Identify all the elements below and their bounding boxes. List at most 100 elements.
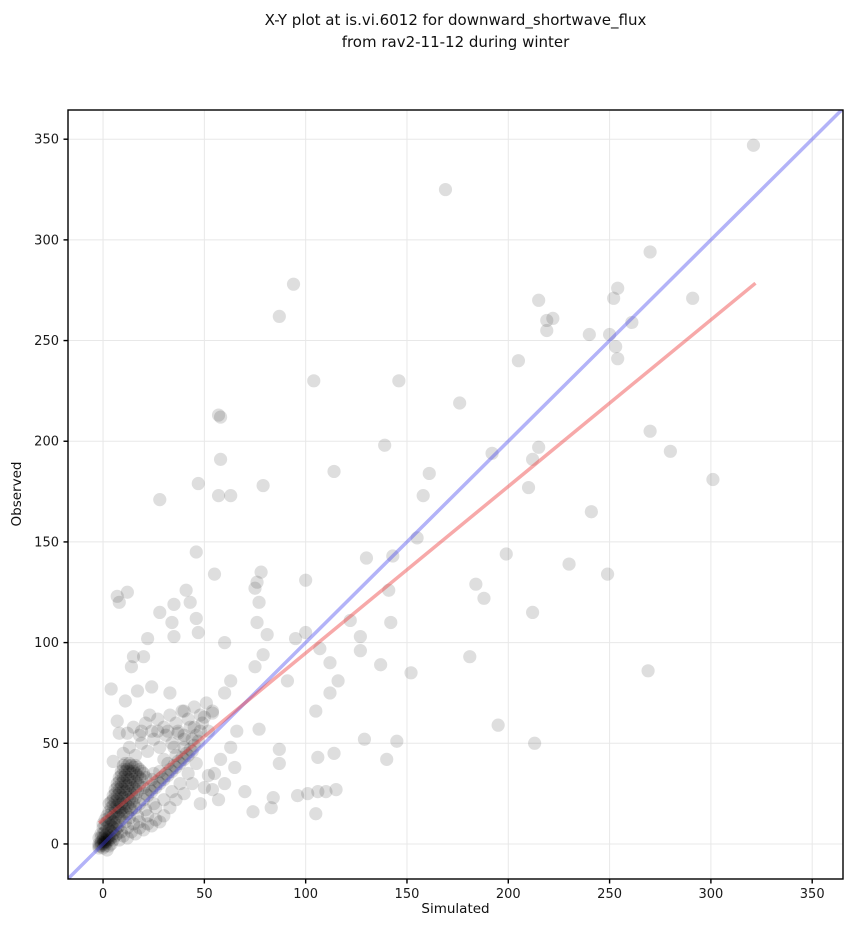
scatter-point (108, 823, 122, 837)
scatter-point (104, 825, 118, 839)
scatter-point (108, 795, 122, 809)
scatter-point (197, 780, 211, 795)
scatter-point (384, 615, 398, 630)
scatter-point (248, 660, 262, 674)
scatter-point (187, 738, 201, 752)
scatter-point (122, 811, 136, 825)
scatter-point (94, 837, 108, 851)
scatter-point (102, 811, 116, 825)
scatter-point (110, 789, 124, 803)
scatter-point (224, 674, 238, 688)
scatter-point (183, 720, 197, 734)
scatter-point (179, 746, 193, 760)
scatter-point (609, 339, 623, 354)
scatter-point (309, 807, 323, 821)
scatter-point (136, 823, 151, 837)
scatter-point (602, 327, 617, 342)
scatter-point (102, 805, 116, 819)
scatter-point (104, 837, 118, 851)
scatter-point (118, 805, 132, 819)
scatter-point (114, 764, 128, 779)
scatter-point (643, 424, 657, 438)
y-tick-label: 50 (42, 737, 59, 752)
scatter-point (151, 712, 165, 726)
scatter-point (126, 780, 141, 795)
scatter-point (114, 789, 128, 803)
scatter-point (607, 291, 621, 305)
scatter-point (611, 281, 625, 295)
scatter-point (122, 740, 136, 754)
scatter-point (157, 720, 171, 734)
chart-title-line2: from rav2-11-12 during winter (341, 33, 570, 51)
scatter-point (163, 686, 177, 700)
scatter-point (116, 758, 130, 773)
scatter-point (134, 772, 149, 787)
scatter-point (124, 766, 139, 781)
scatter-point (343, 613, 357, 628)
scatter-point (382, 583, 396, 597)
scatter-point (96, 831, 110, 845)
scatter-point (528, 736, 542, 750)
scatter-point (130, 785, 145, 799)
scatter-point (193, 708, 207, 722)
scatter-point (149, 780, 163, 795)
scatter-point (120, 821, 134, 835)
scatter-point (299, 625, 313, 640)
scatter-point (120, 782, 134, 797)
scatter-point (108, 805, 122, 819)
scatter-point (104, 801, 118, 815)
scatter-point (167, 629, 181, 644)
scatter-point (112, 795, 126, 809)
scatter-point (114, 780, 128, 795)
scatter-point (126, 817, 141, 831)
scatter-point (600, 567, 615, 581)
scatter-point (643, 245, 657, 259)
scatter-point (207, 766, 222, 781)
y-tick-label: 0 (51, 837, 59, 852)
scatter-point (181, 748, 195, 762)
scatter-point (134, 724, 149, 738)
scatter-point (410, 531, 424, 545)
scatter-point (122, 793, 136, 807)
scatter-point (205, 706, 220, 720)
scatter-point (390, 734, 404, 748)
scatter-point (199, 696, 213, 710)
chart-title: X-Y plot at is.vi.6012 for downward_shor… (60, 9, 851, 53)
scatter-point (246, 805, 260, 819)
scatter-point (126, 764, 141, 779)
scatter-point (128, 774, 143, 789)
scatter-point (175, 704, 189, 718)
scatter-point (177, 752, 191, 766)
scatter-point (211, 489, 226, 503)
scatter-point (139, 787, 153, 801)
scatter-point (173, 756, 187, 771)
scatter-point (169, 760, 183, 775)
scatter-point (171, 754, 185, 769)
scatter-point (280, 674, 295, 688)
scatter-point (252, 595, 266, 609)
scatter-point (118, 756, 132, 771)
scatter-point (134, 764, 149, 779)
scatter-point (100, 815, 114, 829)
y-tick-label: 200 (34, 435, 59, 450)
scatter-point (153, 493, 167, 507)
scatter-point (122, 756, 136, 771)
scatter-point (525, 605, 540, 619)
scatter-point (114, 809, 128, 823)
x-tick-label: 300 (698, 887, 723, 902)
scatter-point (250, 615, 264, 630)
scatter-point (169, 748, 183, 762)
scatter-point (248, 581, 262, 595)
scatter-point (98, 833, 112, 847)
scatter-point (272, 756, 286, 771)
scatter-point (161, 724, 175, 738)
scatter-point (323, 656, 337, 670)
scatter-point (584, 505, 598, 519)
x-axis-label: Simulated (421, 901, 490, 917)
scatter-point (230, 724, 244, 738)
scatter-point (319, 785, 333, 799)
scatter-point (313, 642, 327, 656)
scatter-point (92, 831, 106, 845)
y-axis-label: Observed (9, 461, 25, 527)
